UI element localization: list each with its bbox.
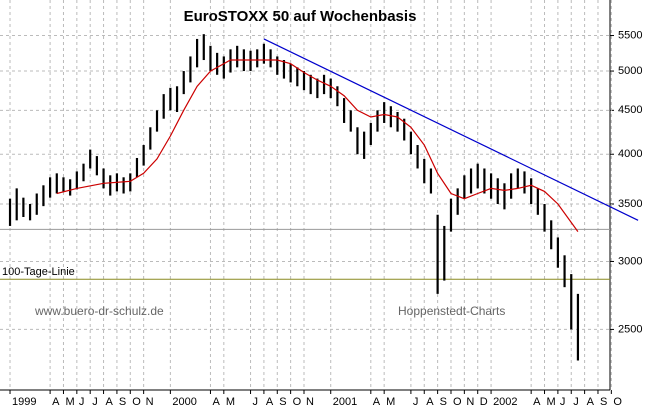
x-tick-label: A	[212, 396, 220, 408]
y-tick-label: 4000	[618, 148, 642, 160]
x-tick-label: S	[279, 396, 286, 408]
y-tick-label: 3500	[618, 198, 642, 210]
x-tick-label: J	[253, 396, 259, 408]
x-tick-label: M	[547, 396, 556, 408]
x-tick-label: N	[146, 396, 154, 408]
x-tick-label: O	[132, 396, 141, 408]
x-tick-label: A	[266, 396, 274, 408]
y-tick-label: 3000	[618, 255, 642, 267]
x-tick-label: M	[65, 396, 74, 408]
x-tick-label: A	[373, 396, 381, 408]
y-tick-label: 2500	[618, 323, 642, 335]
x-tick-label: M	[226, 396, 235, 408]
x-tick-label: M	[386, 396, 395, 408]
credit-note: Hoppenstedt-Charts	[398, 304, 505, 318]
y-tick-label: 5000	[618, 65, 642, 77]
trend-line	[263, 38, 639, 221]
x-tick-label: A	[52, 396, 60, 408]
x-tick-label: S	[600, 396, 607, 408]
x-tick-label: O	[453, 396, 462, 408]
x-tick-label: D	[480, 396, 488, 408]
x-tick-label: A	[106, 396, 114, 408]
x-tick-label: J	[92, 396, 98, 408]
x-tick-label: A	[587, 396, 595, 408]
x-tick-label: 2002	[493, 396, 517, 408]
x-tick-label: O	[293, 396, 302, 408]
x-tick-label: 1999	[12, 396, 36, 408]
chart-title: EuroSTOXX 50 auf Wochenbasis	[184, 8, 417, 25]
moving-average-line	[56, 59, 579, 232]
x-tick-label: N	[466, 396, 474, 408]
x-tick-label: J	[560, 396, 566, 408]
x-tick-label: S	[440, 396, 447, 408]
x-tick-label: J	[413, 396, 419, 408]
reference-label: 100-Tage-Linie	[2, 266, 75, 278]
y-tick-label: 5500	[618, 29, 642, 41]
source-note: www.buero-dr-schulz.de	[34, 304, 164, 318]
x-tick-label: 2000	[172, 396, 196, 408]
y-tick-label: 4500	[618, 104, 642, 116]
x-tick-label: O	[613, 396, 622, 408]
x-tick-label: A	[426, 396, 434, 408]
x-tick-label: N	[306, 396, 314, 408]
x-tick-label: A	[533, 396, 541, 408]
x-tick-label: J	[573, 396, 579, 408]
x-tick-label: 2001	[333, 396, 357, 408]
x-tick-label: J	[79, 396, 85, 408]
x-tick-label: S	[119, 396, 126, 408]
